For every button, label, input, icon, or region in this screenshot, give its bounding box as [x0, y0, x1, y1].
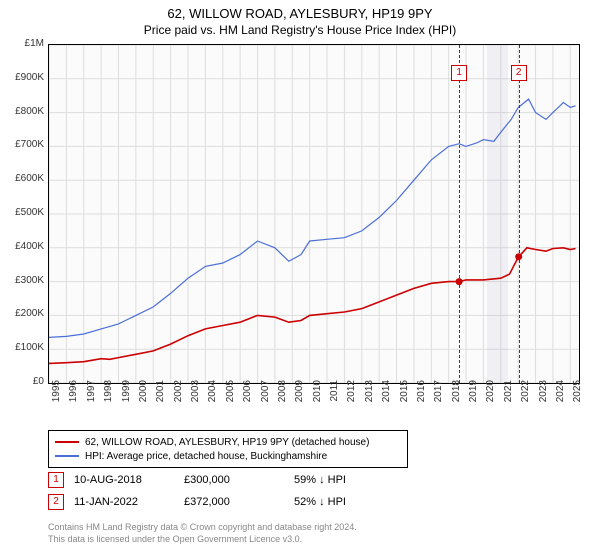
xtick-label: 2001 [155, 380, 166, 420]
xtick-label: 2023 [538, 380, 549, 420]
sale-index-badge: 2 [48, 494, 64, 510]
xtick-label: 2021 [503, 380, 514, 420]
xtick-label: 2002 [173, 380, 184, 420]
ytick-label: £0 [0, 376, 44, 387]
sale-marker-badge: 2 [511, 65, 527, 81]
xtick-label: 2016 [416, 380, 427, 420]
footnote: This data is licensed under the Open Gov… [48, 534, 302, 546]
xtick-label: 1996 [68, 380, 79, 420]
xtick-label: 2014 [381, 380, 392, 420]
legend-label: HPI: Average price, detached house, Buck… [85, 451, 327, 462]
xtick-label: 1995 [51, 380, 62, 420]
ytick-label: £500K [0, 207, 44, 218]
legend: 62, WILLOW ROAD, AYLESBURY, HP19 9PY (de… [48, 430, 408, 468]
xtick-label: 2007 [260, 380, 271, 420]
xtick-label: 2022 [520, 380, 531, 420]
xtick-label: 2006 [242, 380, 253, 420]
xtick-label: 1997 [86, 380, 97, 420]
chart-title: 62, WILLOW ROAD, AYLESBURY, HP19 9PY [0, 0, 600, 21]
sale-index-badge: 1 [48, 472, 64, 488]
sale-marker-badge: 1 [451, 65, 467, 81]
xtick-label: 2012 [346, 380, 357, 420]
xtick-label: 2004 [207, 380, 218, 420]
xtick-label: 1998 [103, 380, 114, 420]
xtick-label: 2003 [190, 380, 201, 420]
ytick-label: £300K [0, 275, 44, 286]
chart-subtitle: Price paid vs. HM Land Registry's House … [0, 21, 600, 37]
ytick-label: £100K [0, 342, 44, 353]
sale-date: 11-JAN-2022 [74, 496, 184, 508]
ytick-label: £200K [0, 308, 44, 319]
ytick-label: £700K [0, 139, 44, 150]
line-series [49, 45, 579, 383]
xtick-label: 2000 [138, 380, 149, 420]
ytick-label: £800K [0, 106, 44, 117]
sale-pct: 52% ↓ HPI [294, 496, 346, 508]
sale-price: £300,000 [184, 474, 294, 486]
legend-label: 62, WILLOW ROAD, AYLESBURY, HP19 9PY (de… [85, 437, 369, 448]
sale-price: £372,000 [184, 496, 294, 508]
ytick-label: £1M [0, 38, 44, 49]
xtick-label: 2009 [294, 380, 305, 420]
plot-area: 12 [48, 44, 580, 384]
sale-marker-line [519, 45, 520, 383]
legend-swatch [55, 441, 79, 443]
xtick-label: 2005 [225, 380, 236, 420]
xtick-label: 2008 [277, 380, 288, 420]
sale-pct: 59% ↓ HPI [294, 474, 346, 486]
sale-marker-line [459, 45, 460, 383]
xtick-label: 2013 [364, 380, 375, 420]
sale-row: 1 10-AUG-2018 £300,000 59% ↓ HPI [48, 472, 346, 488]
ytick-label: £900K [0, 72, 44, 83]
xtick-label: 2011 [329, 380, 340, 420]
legend-item: HPI: Average price, detached house, Buck… [55, 449, 401, 463]
footnote: Contains HM Land Registry data © Crown c… [48, 522, 357, 534]
sale-row: 2 11-JAN-2022 £372,000 52% ↓ HPI [48, 494, 346, 510]
xtick-label: 2024 [555, 380, 566, 420]
xtick-label: 2010 [312, 380, 323, 420]
xtick-label: 2015 [399, 380, 410, 420]
ytick-label: £400K [0, 241, 44, 252]
xtick-label: 2018 [451, 380, 462, 420]
legend-item: 62, WILLOW ROAD, AYLESBURY, HP19 9PY (de… [55, 435, 401, 449]
xtick-label: 2017 [433, 380, 444, 420]
xtick-label: 1999 [121, 380, 132, 420]
xtick-label: 2020 [485, 380, 496, 420]
xtick-label: 2025 [572, 380, 583, 420]
sale-date: 10-AUG-2018 [74, 474, 184, 486]
xtick-label: 2019 [468, 380, 479, 420]
ytick-label: £600K [0, 173, 44, 184]
legend-swatch [55, 455, 79, 457]
